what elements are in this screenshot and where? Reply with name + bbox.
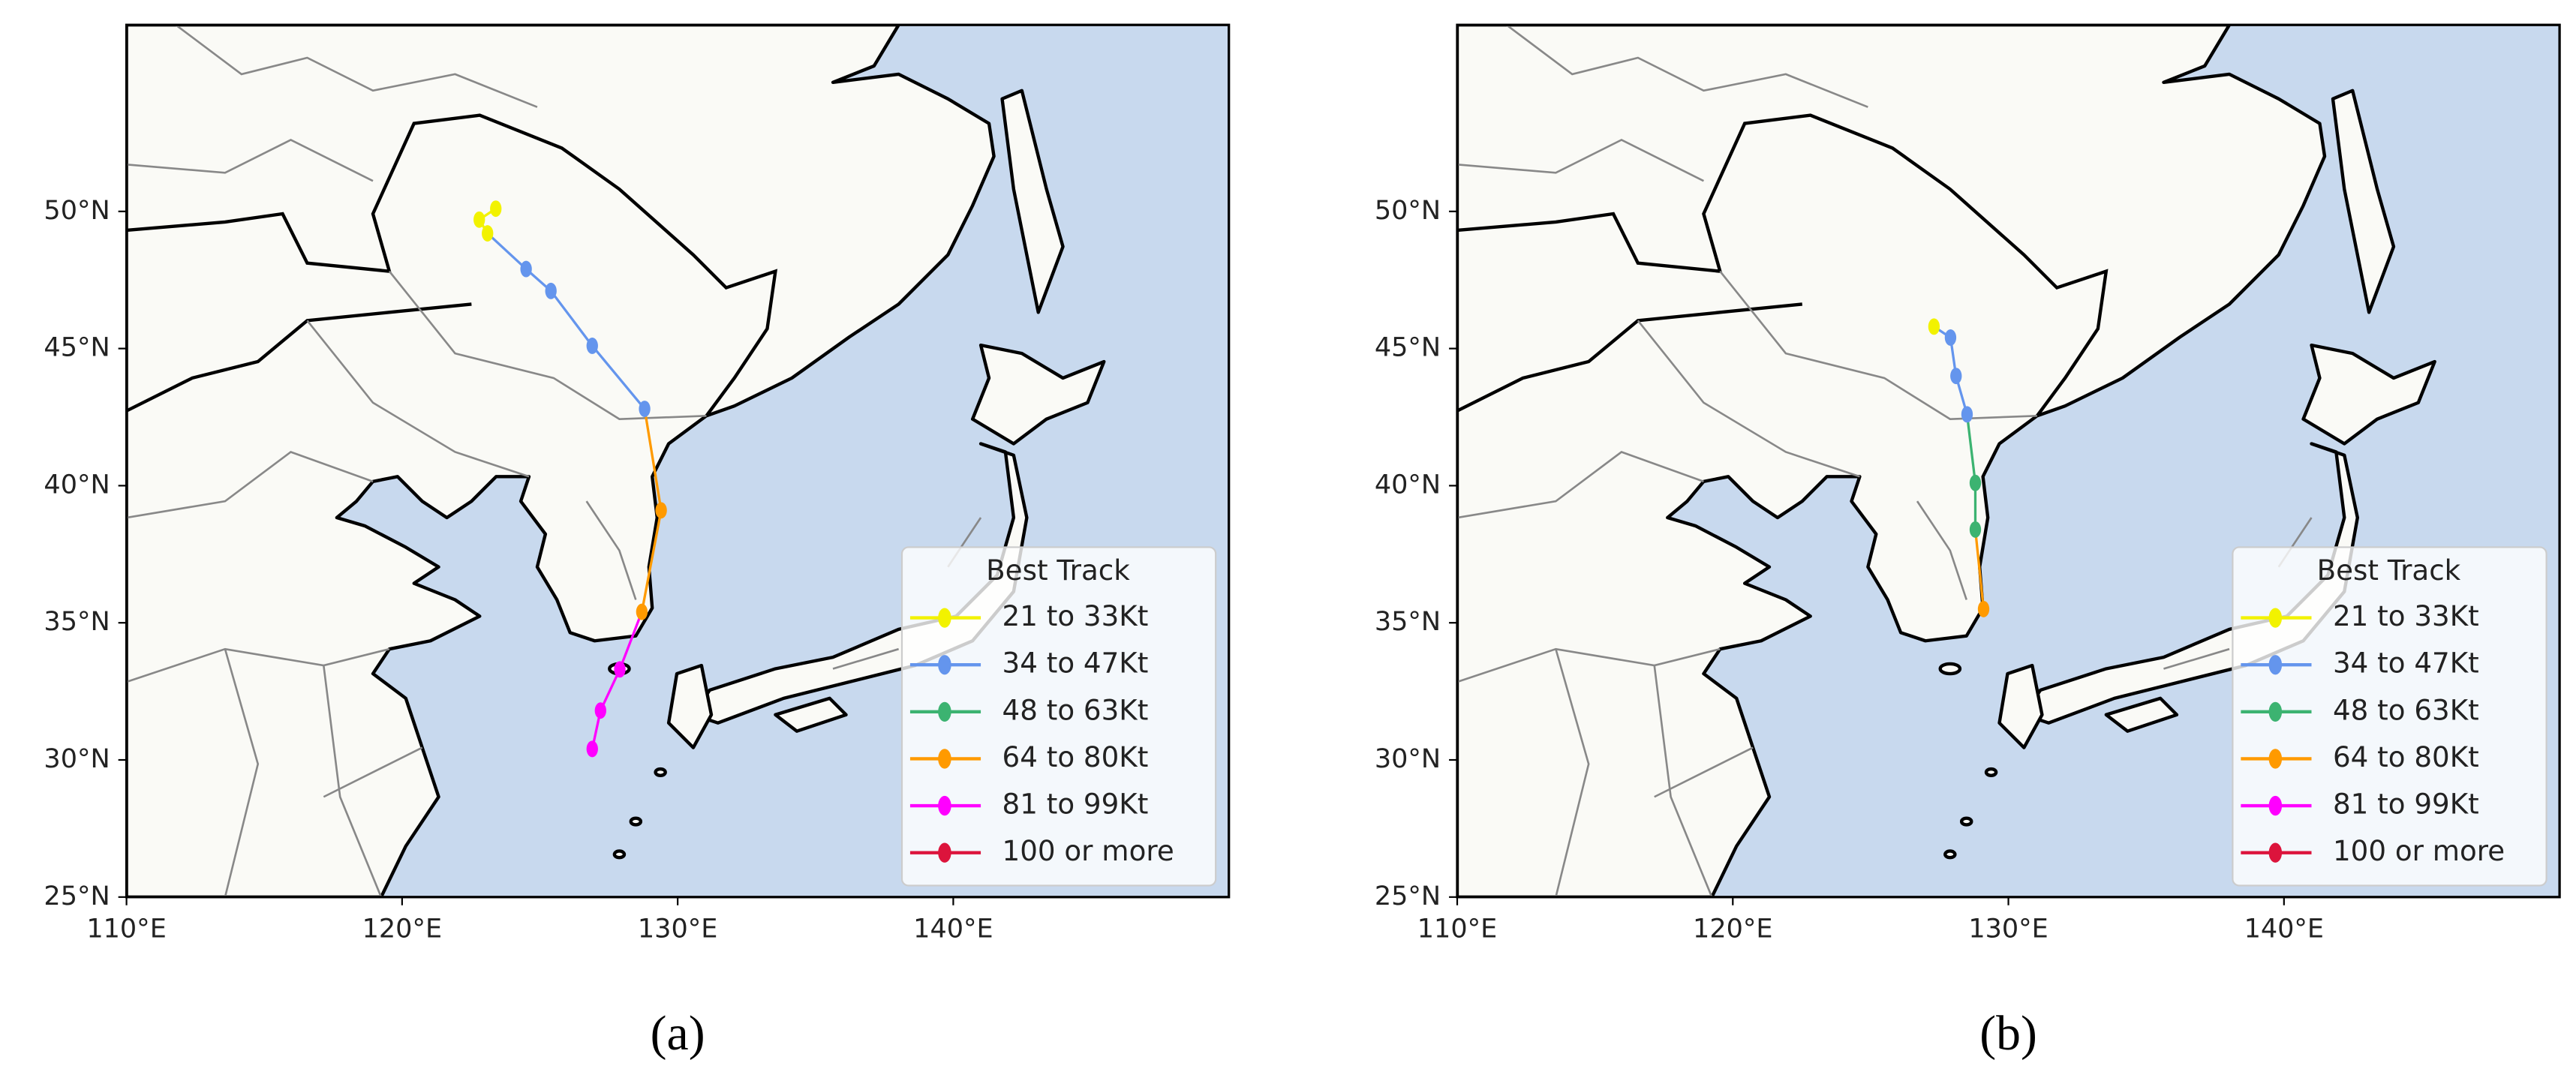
track-point — [614, 661, 626, 678]
x-tick-label: 120°E — [362, 914, 442, 944]
track-point — [1969, 474, 1982, 491]
legend-label: 64 to 80Kt — [2333, 740, 2479, 773]
track-segment — [640, 510, 663, 612]
map-panel: 110°E 120°E 130°E 140°E 25°N 30°N 35°N 40°N 45°N… — [44, 23, 1231, 1061]
track-segment — [643, 408, 663, 511]
track-segment — [549, 290, 594, 347]
legend-box — [2232, 546, 2547, 887]
track-segment — [1965, 414, 1977, 483]
legend-label: 81 to 99Kt — [2333, 788, 2479, 821]
track-point — [1944, 329, 1957, 346]
track-point — [586, 338, 598, 354]
legend-label: 64 to 80Kt — [1002, 740, 1149, 773]
track-segment — [486, 232, 528, 270]
track-segment — [591, 344, 646, 410]
legend-marker — [2268, 842, 2283, 863]
legend-label: 100 or more — [2333, 834, 2505, 867]
legend-marker — [2268, 608, 2283, 628]
map-area — [1457, 25, 2559, 897]
legend-marker — [2268, 749, 2283, 769]
legend-label: 48 to 63Kt — [1002, 693, 1149, 726]
legend-label: 100 or more — [1002, 834, 1174, 867]
track-point — [639, 401, 651, 417]
axes-frame — [1456, 23, 2561, 899]
track-segment — [1973, 529, 1985, 610]
track-point — [594, 702, 606, 719]
y-tick-label: 50°N — [44, 195, 110, 226]
x-tick-label: 110°E — [86, 914, 166, 944]
legend-box — [900, 546, 1217, 887]
legend-title: Best Track — [2317, 554, 2461, 587]
y-tick-label: 35°N — [44, 606, 110, 637]
legend-label: 48 to 63Kt — [2333, 693, 2479, 726]
legend-marker — [938, 749, 951, 769]
legend-label: 34 to 47Kt — [2333, 647, 2479, 680]
legend-marker — [938, 655, 951, 675]
x-tick-label: 110°E — [1417, 914, 1497, 944]
x-tick-label: 140°E — [2244, 914, 2324, 944]
track-point — [520, 260, 532, 278]
y-tick-label: 45°N — [1375, 332, 1441, 363]
legend-marker — [938, 608, 951, 628]
legend-marker — [938, 795, 951, 816]
panel-label: (b) — [1979, 1006, 2037, 1061]
legend-marker — [2268, 701, 2283, 722]
y-tick-label: 25°N — [44, 881, 110, 911]
track-point — [490, 200, 502, 218]
track-point — [655, 502, 667, 519]
axes-frame — [125, 23, 1231, 899]
track-point — [482, 225, 494, 242]
legend-label: 21 to 33Kt — [1002, 599, 1149, 632]
legend-marker — [2268, 795, 2283, 816]
y-tick-label: 30°N — [44, 743, 110, 774]
legend-label: 34 to 47Kt — [1002, 647, 1149, 680]
map-panel: 110°E 120°E 130°E 140°E 25°N 30°N 35°N 40°N 45°N… — [1375, 23, 2561, 1061]
track-point — [1969, 521, 1982, 538]
track-segment — [599, 668, 621, 711]
x-tick-label: 130°E — [1968, 914, 2048, 944]
track-point — [586, 740, 598, 758]
y-tick-label: 25°N — [1375, 881, 1441, 911]
y-tick-label: 45°N — [44, 332, 110, 363]
x-tick-label: 120°E — [1693, 914, 1772, 944]
legend-marker — [938, 842, 951, 863]
legend-label: 21 to 33Kt — [2333, 599, 2479, 632]
track-segment — [618, 611, 643, 670]
legend-marker — [938, 701, 951, 722]
track-point — [1961, 406, 1973, 423]
track-point — [1928, 318, 1940, 335]
track-point — [473, 211, 485, 228]
legend-marker — [2268, 655, 2283, 675]
map-area — [127, 25, 1229, 897]
panel-label: (a) — [651, 1006, 705, 1061]
y-tick-label: 40°N — [1375, 469, 1441, 500]
track-point — [636, 603, 648, 620]
track-point — [1977, 600, 1990, 617]
x-tick-label: 140°E — [913, 914, 993, 944]
legend: Best Track 21 to 33Kt 34 to 47Kt 48 to 63Kt… — [2232, 546, 2547, 887]
legend: Best Track 21 to 33Kt 34 to 47Kt 48 to 63Kt… — [900, 546, 1217, 887]
x-tick-label: 130°E — [638, 914, 717, 944]
y-tick-label: 40°N — [44, 469, 110, 500]
y-tick-label: 35°N — [1375, 606, 1441, 637]
y-tick-label: 30°N — [1375, 743, 1441, 774]
y-tick-label: 50°N — [1375, 195, 1441, 226]
legend-title: Best Track — [986, 554, 1130, 587]
track-point — [1950, 368, 1962, 385]
legend-label: 81 to 99Kt — [1002, 788, 1149, 821]
track-point — [545, 282, 557, 299]
